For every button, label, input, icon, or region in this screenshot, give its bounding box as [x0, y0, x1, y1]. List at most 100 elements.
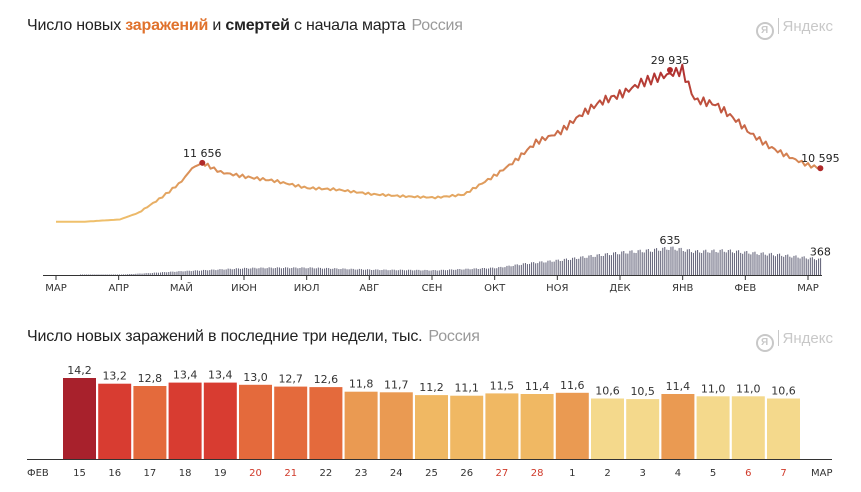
death-bar	[711, 250, 713, 275]
death-bar	[449, 269, 451, 275]
death-bar	[133, 274, 135, 275]
bars	[63, 378, 800, 459]
death-bar	[414, 270, 416, 275]
death-bar	[758, 255, 760, 275]
death-bar	[129, 274, 131, 275]
death-bar	[619, 254, 621, 275]
death-bar	[436, 270, 438, 275]
death-bar	[572, 257, 574, 275]
death-bar	[252, 267, 254, 275]
death-bar	[201, 270, 203, 275]
death-bar	[248, 268, 250, 275]
infection-value-label: 10 595	[801, 152, 840, 165]
death-bar	[149, 273, 151, 275]
death-bar	[256, 268, 258, 275]
death-bar	[186, 270, 188, 275]
death-bar	[289, 268, 291, 275]
death-bar	[508, 265, 510, 275]
death-bar	[221, 269, 223, 275]
death-bar	[510, 266, 512, 275]
death-bar	[738, 250, 740, 275]
death-bar	[338, 269, 340, 275]
death-bar	[387, 270, 389, 275]
death-bar	[440, 269, 442, 275]
death-bar	[162, 272, 164, 275]
death-bar	[299, 268, 301, 275]
death-bar	[82, 274, 84, 275]
death-bar	[697, 250, 699, 275]
bar-category-label: 6	[745, 468, 751, 479]
bar-value-label: 10,6	[595, 385, 620, 398]
bar	[591, 398, 624, 459]
death-bar	[701, 253, 703, 275]
bar-axis-end-label: МАР	[811, 468, 833, 479]
death-bar	[494, 268, 496, 275]
death-bar	[305, 268, 307, 275]
death-bar	[766, 255, 768, 275]
death-bar	[151, 273, 153, 275]
death-bar	[346, 269, 348, 275]
death-bar	[317, 267, 319, 275]
death-bar	[280, 268, 282, 275]
death-bar	[688, 249, 690, 275]
bar-category-label: 25	[425, 468, 438, 479]
death-bar	[695, 250, 697, 275]
death-bar	[654, 248, 656, 275]
death-bar	[203, 269, 205, 275]
month-label: ФЕВ	[734, 283, 756, 294]
death-bar	[760, 252, 762, 275]
death-bar	[707, 252, 709, 275]
death-bar	[475, 268, 477, 275]
bar-category-label: 21	[284, 468, 297, 479]
death-bar	[543, 262, 545, 275]
death-bar	[354, 269, 356, 275]
death-bar	[779, 253, 781, 275]
death-bar	[270, 267, 272, 275]
logo-divider	[777, 18, 779, 34]
death-bar	[340, 269, 342, 275]
death-bar	[358, 268, 360, 275]
death-bar	[496, 268, 498, 275]
yandex-logo-top[interactable]: Я Яндекс	[755, 18, 833, 40]
bar-category-label: 7	[780, 468, 786, 479]
death-bar	[235, 268, 237, 275]
death-bar	[647, 249, 649, 275]
death-bar	[570, 259, 572, 275]
death-bar	[98, 274, 100, 275]
death-bar	[428, 270, 430, 275]
death-bar	[793, 255, 795, 275]
bar-category-label: 22	[320, 468, 333, 479]
death-bar	[268, 267, 270, 275]
death-bar	[391, 269, 393, 275]
yandex-logo-bottom[interactable]: Я Яндекс	[755, 330, 833, 352]
chart1-region: Россия	[411, 17, 463, 34]
death-bar	[403, 270, 405, 275]
death-bar	[350, 268, 352, 275]
death-bar	[811, 257, 813, 275]
death-bar	[545, 262, 547, 275]
death-bar	[799, 258, 801, 275]
death-bar	[604, 253, 606, 275]
death-bar	[471, 269, 473, 275]
death-bar	[729, 249, 731, 275]
death-bar	[438, 270, 440, 275]
bar-value-label: 11,6	[560, 379, 585, 392]
death-bar	[321, 268, 323, 275]
death-bar	[703, 250, 705, 275]
death-bar	[309, 267, 311, 275]
death-bar	[88, 274, 90, 275]
bar-value-label: 13,0	[243, 371, 268, 384]
death-bar	[287, 267, 289, 275]
death-bar	[783, 256, 785, 275]
death-bar	[118, 274, 120, 275]
death-bar	[645, 249, 647, 275]
death-bar	[291, 268, 293, 275]
death-bar	[588, 255, 590, 275]
death-bar	[764, 254, 766, 275]
bar	[731, 396, 765, 459]
death-bar	[561, 260, 563, 275]
bar-axis-start-label: ФЕВ	[27, 468, 49, 479]
death-bar	[401, 269, 403, 275]
death-bar	[125, 274, 127, 275]
death-bar	[237, 268, 239, 275]
